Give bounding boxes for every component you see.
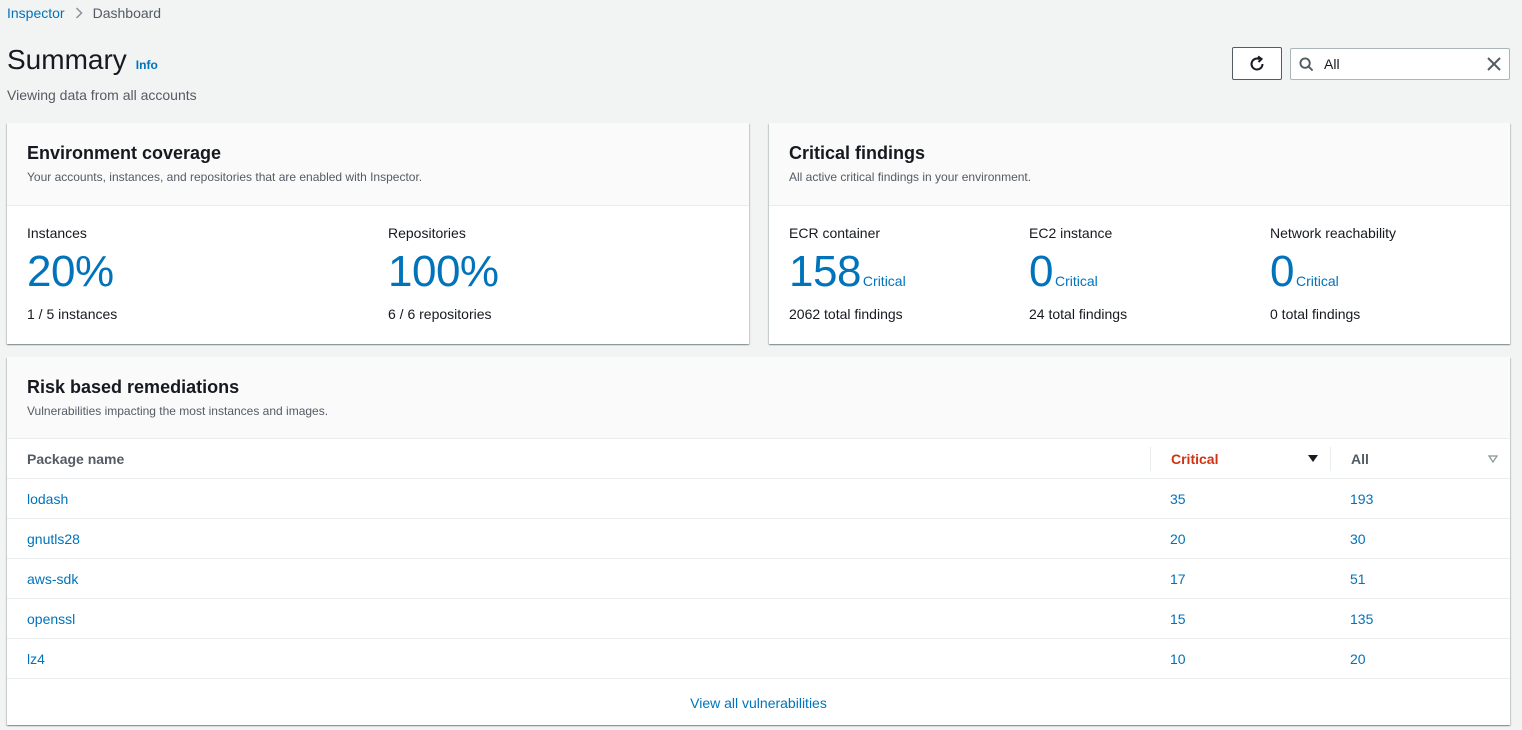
critical-count-link[interactable]: 20 — [1170, 531, 1186, 547]
chevron-right-icon — [75, 7, 83, 19]
table-body: lodash 35 193 gnutls28 20 30 aws-sdk 17 … — [7, 479, 1510, 679]
metric-sub: 1 / 5 instances — [27, 306, 118, 322]
metric-label: Repositories — [388, 225, 466, 241]
table-row: lodash 35 193 — [7, 479, 1510, 519]
metric-value[interactable]: 20% — [27, 247, 114, 296]
table-header: Package name Critical All — [7, 439, 1510, 479]
card-title: Critical findings — [789, 143, 926, 163]
view-all-vulnerabilities-link[interactable]: View all vulnerabilities — [690, 694, 827, 711]
filter-value[interactable]: All — [1324, 56, 1340, 72]
card-header: Critical findings All active critical fi… — [769, 123, 1510, 206]
column-header-label: Critical — [1171, 451, 1219, 467]
refresh-icon — [1248, 55, 1266, 73]
metric-network-reachability: Network reachability 0 Critical 0 total … — [1270, 225, 1396, 322]
metric-value[interactable]: 100% — [388, 247, 499, 296]
critical-count-link[interactable]: 17 — [1170, 571, 1186, 587]
metric-value[interactable]: 0 — [1270, 247, 1294, 296]
metric-value[interactable]: 158 — [789, 247, 861, 296]
package-link[interactable]: lz4 — [27, 651, 45, 667]
caret-down-icon — [1308, 455, 1318, 463]
metric-ec2-instance: EC2 instance 0 Critical 24 total finding… — [1029, 225, 1127, 322]
breadcrumb-dashboard: Dashboard — [92, 5, 162, 21]
metric-suffix[interactable]: Critical — [1054, 273, 1098, 289]
card-header: Risk based remediations Vulnerabilities … — [7, 357, 1510, 439]
metric-label: Network reachability — [1270, 225, 1397, 241]
package-link[interactable]: lodash — [27, 491, 69, 507]
page-subtitle: Viewing data from all accounts — [7, 87, 197, 103]
card-title: Risk based remediations — [27, 377, 240, 397]
metric-sub: 24 total findings — [1029, 306, 1128, 322]
critical-count-link[interactable]: 10 — [1170, 651, 1186, 667]
metric-label: Instances — [27, 225, 87, 241]
metric-value[interactable]: 0 — [1029, 247, 1053, 296]
metric-sub: 2062 total findings — [789, 306, 903, 322]
all-count-link[interactable]: 135 — [1350, 611, 1374, 627]
card-header: Environment coverage Your accounts, inst… — [7, 123, 749, 206]
metric-ecr-container: ECR container 158 Critical 2062 total fi… — [789, 225, 906, 322]
risk-based-remediations-card: Risk based remediations Vulnerabilities … — [7, 357, 1510, 725]
caret-down-outline-icon — [1488, 455, 1498, 463]
metric-instances: Instances 20% 1 / 5 instances — [27, 225, 117, 322]
package-link[interactable]: gnutls28 — [27, 531, 80, 547]
all-count-link[interactable]: 51 — [1350, 571, 1366, 587]
package-link[interactable]: openssl — [27, 611, 76, 627]
column-header-package-name: Package name — [27, 451, 125, 467]
environment-coverage-card: Environment coverage Your accounts, inst… — [7, 123, 749, 344]
critical-count-link[interactable]: 15 — [1170, 611, 1186, 627]
table-row: aws-sdk 17 51 — [7, 559, 1510, 599]
refresh-button[interactable] — [1232, 47, 1282, 80]
column-header-critical[interactable]: Critical — [1150, 447, 1330, 471]
search-icon — [1299, 56, 1314, 72]
card-title: Environment coverage — [27, 143, 222, 163]
breadcrumb: Inspector Dashboard — [7, 5, 161, 21]
account-filter-input[interactable]: All — [1290, 48, 1510, 80]
critical-findings-card: Critical findings All active critical fi… — [769, 123, 1510, 344]
card-footer: View all vulnerabilities — [7, 680, 1510, 725]
info-link[interactable]: Info — [135, 58, 158, 72]
critical-count-link[interactable]: 35 — [1170, 491, 1186, 507]
metric-suffix[interactable]: Critical — [1295, 273, 1339, 289]
breadcrumb-inspector[interactable]: Inspector — [7, 5, 65, 21]
all-count-link[interactable]: 193 — [1350, 491, 1374, 507]
column-header-label: All — [1351, 451, 1369, 467]
page-title: Summary Info — [7, 44, 158, 76]
page-title-text: Summary — [7, 44, 127, 75]
package-link[interactable]: aws-sdk — [27, 571, 79, 587]
metric-sub: 0 total findings — [1270, 306, 1361, 322]
all-count-link[interactable]: 20 — [1350, 651, 1366, 667]
column-header-all[interactable]: All — [1330, 447, 1510, 471]
table-row: lz4 10 20 — [7, 639, 1510, 679]
close-icon[interactable] — [1487, 57, 1501, 71]
metric-label: ECR container — [789, 225, 881, 241]
card-description: All active critical findings in your env… — [789, 170, 1032, 184]
metric-label: EC2 instance — [1029, 225, 1113, 241]
metric-suffix[interactable]: Critical — [862, 273, 906, 289]
table-row: gnutls28 20 30 — [7, 519, 1510, 559]
metric-repositories: Repositories 100% 6 / 6 repositories — [388, 225, 499, 322]
all-count-link[interactable]: 30 — [1350, 531, 1366, 547]
card-description: Your accounts, instances, and repositori… — [27, 170, 423, 184]
table-row: openssl 15 135 — [7, 599, 1510, 639]
card-description: Vulnerabilities impacting the most insta… — [27, 404, 329, 418]
metric-sub: 6 / 6 repositories — [388, 306, 492, 322]
